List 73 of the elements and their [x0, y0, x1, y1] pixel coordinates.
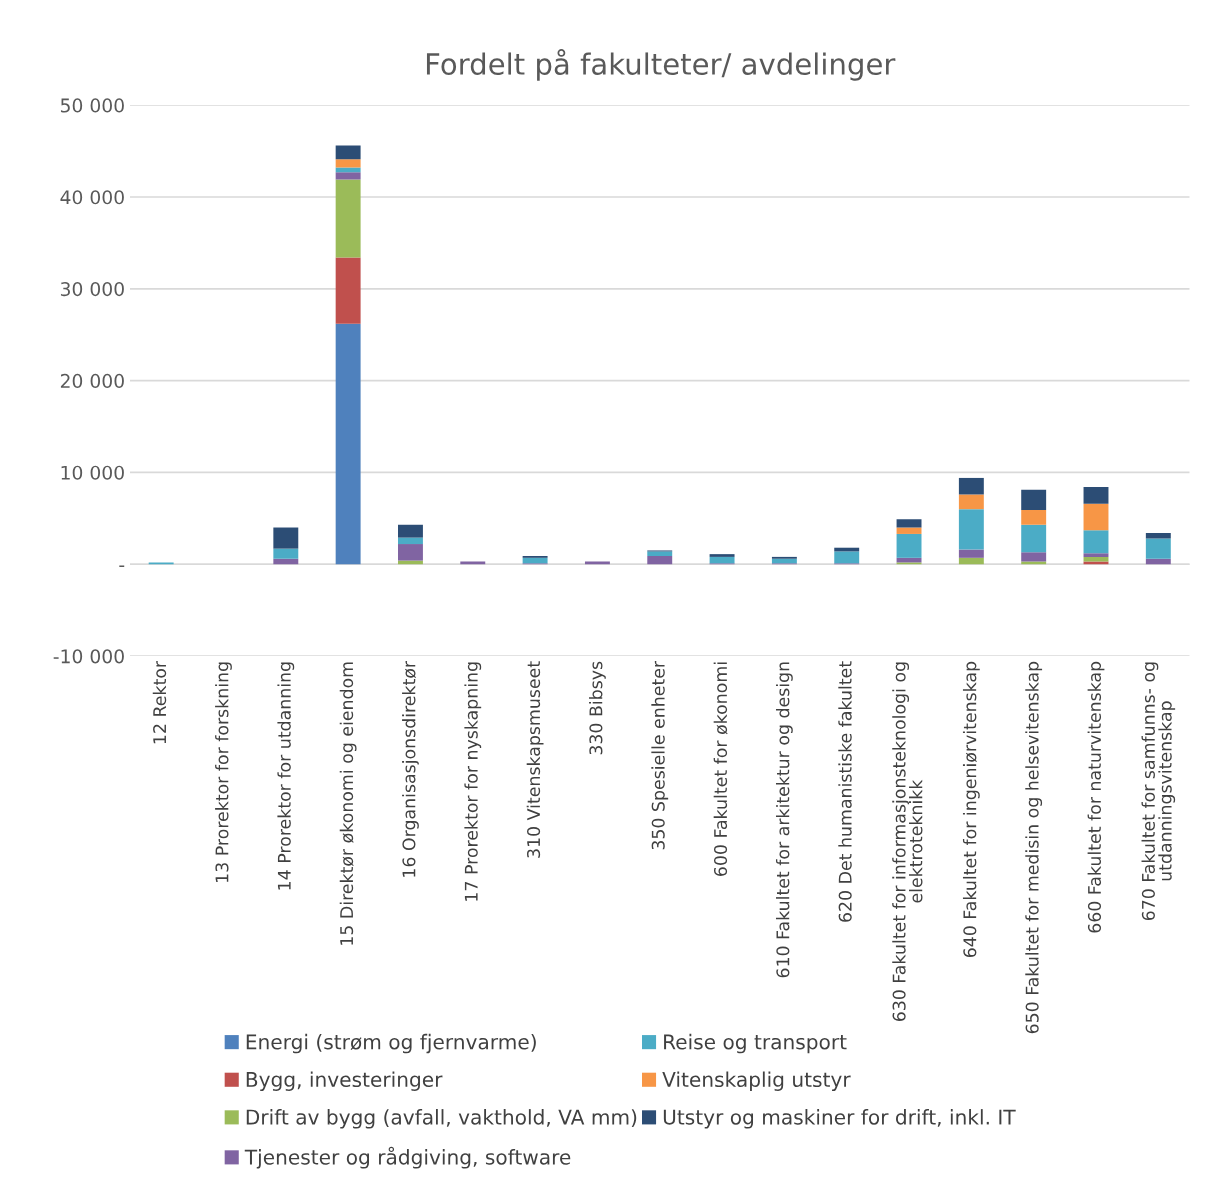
bar: [958, 494, 984, 510]
bar: [273, 527, 299, 549]
x-tick-label: 630 Fakultet for informasjonsteknologi og elektroteknikk: [892, 662, 923, 1022]
bar: [522, 557, 548, 564]
x-tick-label: 640 Fakultet for ingeniørvitenskap: [962, 661, 980, 958]
bar: [335, 323, 361, 565]
x-tick-label: 16 Organisasjonsdirektør: [402, 660, 419, 877]
bar: [1083, 553, 1109, 557]
y-tick-label: 40 000: [60, 190, 124, 205]
x-tick-label: 12 Rektor: [152, 660, 167, 744]
bar: [1021, 510, 1047, 525]
x-tick-label: 330 Bibsys: [589, 661, 606, 755]
bar: [896, 527, 922, 534]
bar: [1145, 538, 1171, 559]
legend-label: Vitenskaplig utstyr: [662, 1071, 851, 1091]
bar: [1083, 530, 1109, 554]
bar: [834, 551, 860, 564]
bar: [1021, 552, 1047, 562]
x-tick-label: 600 Fakultet for økonomi: [713, 662, 728, 876]
bar: [460, 561, 486, 565]
bar: [335, 257, 361, 324]
bar: [647, 555, 673, 565]
bar: [709, 554, 735, 557]
y-tick-label: 20 000: [60, 373, 124, 388]
bar: [397, 537, 423, 545]
bar: [273, 558, 299, 565]
chart-title: Fordelt på fakulteter/ avdelinger: [426, 49, 896, 81]
bar: [584, 561, 610, 565]
bar: [958, 549, 984, 558]
bar: [709, 556, 735, 564]
x-tick-label: 15 Direktør økonomi og eiendom: [339, 662, 357, 945]
x-tick-label: 310 Vitenskapsmuseet: [526, 661, 544, 858]
bar: [335, 179, 361, 258]
y-tick-label: 30 000: [60, 282, 124, 297]
legend-label: Tjenester og rådgiving, software: [244, 1146, 571, 1169]
legend-label: Energi (strøm og fjernvarme): [246, 1033, 536, 1054]
y-tick-label: -10 000: [53, 649, 124, 664]
bar: [958, 477, 984, 495]
bar: [1083, 561, 1109, 565]
bar: [397, 524, 423, 538]
x-tick-label: 17 Prorektor for nyskapning: [464, 662, 482, 901]
bar: [896, 519, 922, 528]
bar: [958, 509, 984, 550]
bar: [335, 172, 361, 180]
bar: [896, 533, 922, 558]
x-tick-label: 350 Spesielle enheter: [651, 660, 669, 850]
bar: [1145, 558, 1171, 565]
x-tick-label: 14 Prorektor for utdanning: [277, 662, 295, 890]
bar: [1021, 489, 1047, 511]
bar: [1083, 503, 1109, 531]
bar: [1083, 487, 1109, 504]
bar: [958, 557, 984, 565]
x-tick-label: 650 Fakultet for medisin og helsevitenskap: [1025, 661, 1043, 1034]
y-tick-label: 10 000: [61, 465, 124, 480]
bar: [1021, 561, 1047, 565]
bar: [647, 551, 673, 556]
bar: [1145, 533, 1171, 539]
y-tick-label: -: [119, 565, 125, 567]
legend-label: Bygg, investeringer: [246, 1071, 443, 1091]
bar: [335, 145, 361, 160]
legend-label: Utstyr og maskiner for drift, inkl. IT: [663, 1109, 1016, 1129]
x-tick-label: 660 Fakultet for naturvitenskap: [1087, 661, 1105, 933]
x-tick-label: 610 Fakultet for arkitektur og design: [775, 662, 793, 978]
x-tick-label: 670 Fakultet for samfunns- og utdanningsvitenskap: [1141, 662, 1176, 921]
x-tick-label: 13 Prorektor for forskning: [215, 662, 232, 882]
bar: [1021, 524, 1047, 553]
legend-label: Drift av bygg (avfall, vakthold, VA mm): [246, 1109, 637, 1129]
bar: [397, 544, 423, 561]
bar: [335, 159, 361, 168]
y-tick-label: 50 000: [60, 98, 124, 113]
legend-label: Reise og transport: [664, 1033, 847, 1054]
bar: [273, 548, 299, 559]
x-tick-label: 620 Det humanistiske fakultet: [838, 661, 852, 922]
